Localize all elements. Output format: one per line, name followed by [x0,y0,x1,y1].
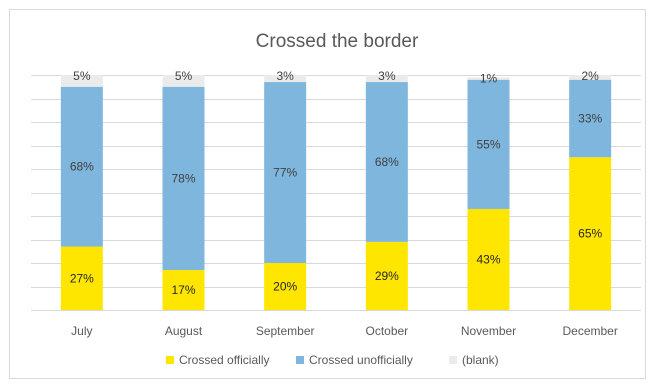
data-label: 3% [276,69,294,83]
data-label: 68% [70,160,94,174]
bar-segment [467,79,510,209]
data-label: 3% [378,69,396,83]
legend-label: Crossed officially [179,353,269,367]
gridlines [31,75,641,288]
data-label: 68% [375,155,399,169]
legend-label: Crossed unofficially [309,353,413,367]
x-axis-tick-labels: July August September October November Decemb… [71,324,618,338]
legend-swatch [166,356,174,364]
data-label: 27% [70,271,94,285]
data-labels: 27% 68% 5% 17% 78% 5% 20% 77% 3% 29% 68% 3% 43% 55% 1%… [70,69,603,297]
legend-label: (blank) [462,353,499,367]
bar-segment [60,75,103,87]
data-label: 29% [375,269,399,283]
data-label: 2% [581,69,599,83]
bar-segment [365,75,408,83]
bar-segment [569,157,612,310]
bar-segment [162,75,205,87]
data-label: 77% [273,166,297,180]
bar-segment [264,82,307,263]
data-label: 43% [476,252,500,266]
x-tick-label: August [165,324,203,338]
bar-segment [162,86,205,271]
bar-segment [264,263,307,310]
bar-segment [60,86,103,247]
data-label: 65% [578,227,602,241]
legend: Crossed officially Crossed unofficially (b… [166,353,499,367]
bar-segment [264,75,307,83]
data-label: 5% [73,69,91,83]
chart-title: Crossed the border [256,31,419,52]
bar-segment [467,208,510,310]
x-tick-label: September [256,324,315,338]
x-tick-label: October [365,324,408,338]
data-label: 20% [273,280,297,294]
legend-swatch [449,356,457,364]
legend-swatch [296,356,304,364]
data-label: 78% [171,171,195,185]
data-label: 5% [175,69,193,83]
data-label: 1% [480,71,498,85]
x-tick-label: November [461,324,516,338]
data-label: 33% [578,111,602,125]
bar-segment [365,82,408,242]
data-label: 55% [476,137,500,151]
bar-segment [569,75,612,80]
x-tick-label: December [562,324,617,338]
bar-segment [569,79,612,158]
bar-segment [162,270,205,310]
bar-segment [60,246,103,310]
bars [60,75,612,310]
bar-segment [467,77,510,80]
data-label: 17% [171,283,195,297]
x-tick-label: July [71,324,92,338]
bar-segment [365,241,408,310]
